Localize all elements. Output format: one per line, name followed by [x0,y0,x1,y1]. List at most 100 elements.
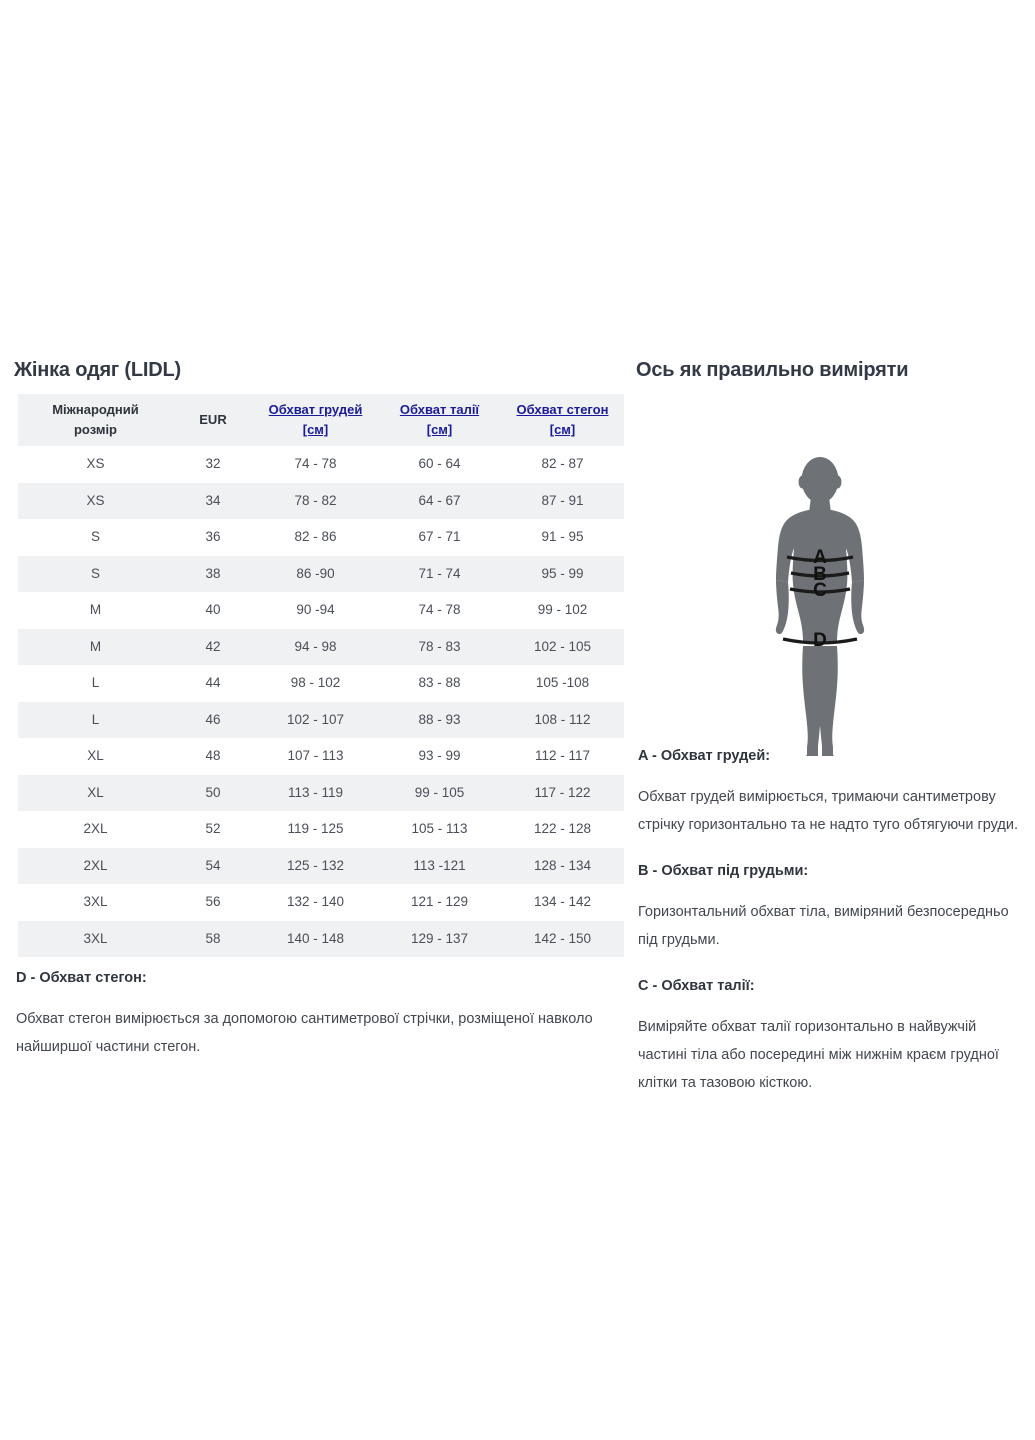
cell-international-size: 2XL [18,811,173,848]
cell-bust: 113 - 119 [253,774,378,811]
table-row: 2XL 54 125 - 132 113 -121 128 - 134 [18,847,624,884]
table-row: 3XL 58 140 - 148 129 - 137 142 - 150 [18,920,624,957]
table-header-row: Міжнародний розмір EUR Обхват грудей [см… [18,394,624,446]
cell-eur: 48 [173,738,253,775]
cell-international-size: 2XL [18,847,173,884]
cell-bust: 78 - 82 [253,482,378,519]
table-row: 2XL 52 119 - 125 105 - 113 122 - 128 [18,811,624,848]
cell-international-size: XL [18,774,173,811]
cell-waist: 105 - 113 [378,811,501,848]
header-line-1: Міжнародний [52,401,139,417]
waist-header-link[interactable]: Обхват талії [399,401,480,417]
column-header-eur: EUR [173,394,253,446]
header-line-2: розмір [73,422,118,437]
cell-waist: 67 - 71 [378,519,501,556]
cell-international-size: M [18,592,173,629]
cell-international-size: 3XL [18,884,173,921]
cell-eur: 50 [173,774,253,811]
column-header-hips[interactable]: Обхват стегон [см] [501,394,624,446]
cell-bust: 119 - 125 [253,811,378,848]
bust-header-unit-link[interactable]: [см] [302,422,329,437]
cell-eur: 58 [173,920,253,957]
right-column: Ось як правильно виміряти [636,358,1021,756]
cell-eur: 52 [173,811,253,848]
cell-waist: 60 - 64 [378,446,501,483]
note-bust-text: Обхват грудей вимірюється, тримаючи сант… [638,789,1019,834]
figure-label-b: B [813,564,827,585]
cell-waist: 78 - 83 [378,628,501,665]
cell-hips: 142 - 150 [501,920,624,957]
cell-hips: 99 - 102 [501,592,624,629]
cell-hips: 128 - 134 [501,847,624,884]
note-underbust-text: Горизонтальний обхват тіла, виміряний бе… [638,904,1009,948]
bust-header-link[interactable]: Обхват грудей [268,401,363,417]
note-underbust-heading: B - Обхват під грудьми: [638,862,809,879]
size-table: Міжнародний розмір EUR Обхват грудей [см… [18,394,624,957]
note-bust-heading: A - Обхват грудей: [638,748,771,764]
column-header-waist[interactable]: Обхват талії [см] [378,394,501,446]
cell-eur: 36 [173,519,253,556]
cell-bust: 125 - 132 [253,847,378,884]
cell-waist: 99 - 105 [378,774,501,811]
cell-eur: 40 [173,592,253,629]
cell-hips: 112 - 117 [501,738,624,775]
note-hips: D - Обхват стегон: Обхват стегон вимірює… [16,967,634,1062]
cell-international-size: L [18,665,173,702]
figure-label-d: D [813,630,827,651]
left-column: Жінка одяг (LIDL) Міжнародний розмір EUR… [14,358,624,957]
cell-hips: 105 -108 [501,665,624,702]
cell-eur: 56 [173,884,253,921]
cell-eur: 46 [173,701,253,738]
cell-eur: 42 [173,628,253,665]
cell-international-size: M [18,628,173,665]
cell-hips: 134 - 142 [501,884,624,921]
measurement-notes: A - Обхват грудей: Обхват грудей вимірює… [638,745,1028,1097]
cell-eur: 32 [173,446,253,483]
cell-waist: 121 - 129 [378,884,501,921]
table-row: XS 34 78 - 82 64 - 67 87 - 91 [18,482,624,519]
hips-header-unit-link[interactable]: [см] [549,422,576,437]
cell-waist: 93 - 99 [378,738,501,775]
measure-line-a [786,555,854,563]
how-to-measure-title: Ось як правильно виміряти [636,359,909,381]
measure-line-c [789,587,851,594]
cell-bust: 132 - 140 [253,884,378,921]
figure-label-a: A [813,547,827,568]
cell-waist: 113 -121 [378,847,501,884]
note-hips-text: Обхват стегон вимірюється за допомогою с… [16,1011,593,1056]
table-row: L 44 98 - 102 83 - 88 105 -108 [18,665,624,702]
waist-header-unit-link[interactable]: [см] [426,422,453,437]
page-title: Жінка одяг (LIDL) [14,359,181,381]
body-figure-wrapper: A B C D [636,394,1021,756]
cell-waist: 88 - 93 [378,701,501,738]
female-body-silhouette-icon: A B C D [775,457,865,756]
note-waist-heading: C - Обхват талії: [638,977,755,994]
cell-eur: 54 [173,847,253,884]
cell-bust: 74 - 78 [253,446,378,483]
cell-bust: 94 - 98 [253,628,378,665]
table-row: S 36 82 - 86 67 - 71 91 - 95 [18,519,624,556]
cell-hips: 102 - 105 [501,628,624,665]
cell-bust: 98 - 102 [253,665,378,702]
figure-label-c: C [813,580,827,601]
cell-bust: 86 -90 [253,555,378,592]
note-hips-heading: D - Обхват стегон: [16,970,147,986]
cell-waist: 83 - 88 [378,665,501,702]
table-row: 3XL 56 132 - 140 121 - 129 134 - 142 [18,884,624,921]
cell-bust: 102 - 107 [253,701,378,738]
measure-line-d [782,637,858,645]
table-header: Міжнародний розмір EUR Обхват грудей [см… [18,394,624,446]
cell-waist: 129 - 137 [378,920,501,957]
note-waist-text: Виміряйте обхват талії горизонтально в н… [638,1018,999,1091]
hips-header-link[interactable]: Обхват стегон [516,401,609,417]
cell-bust: 90 -94 [253,592,378,629]
header-line-1: EUR [199,411,227,427]
cell-hips: 91 - 95 [501,519,624,556]
measure-line-b [790,571,850,578]
cell-international-size: XL [18,738,173,775]
measurement-lines [782,555,858,645]
cell-hips: 122 - 128 [501,811,624,848]
cell-hips: 95 - 99 [501,555,624,592]
column-header-bust[interactable]: Обхват грудей [см] [253,394,378,446]
